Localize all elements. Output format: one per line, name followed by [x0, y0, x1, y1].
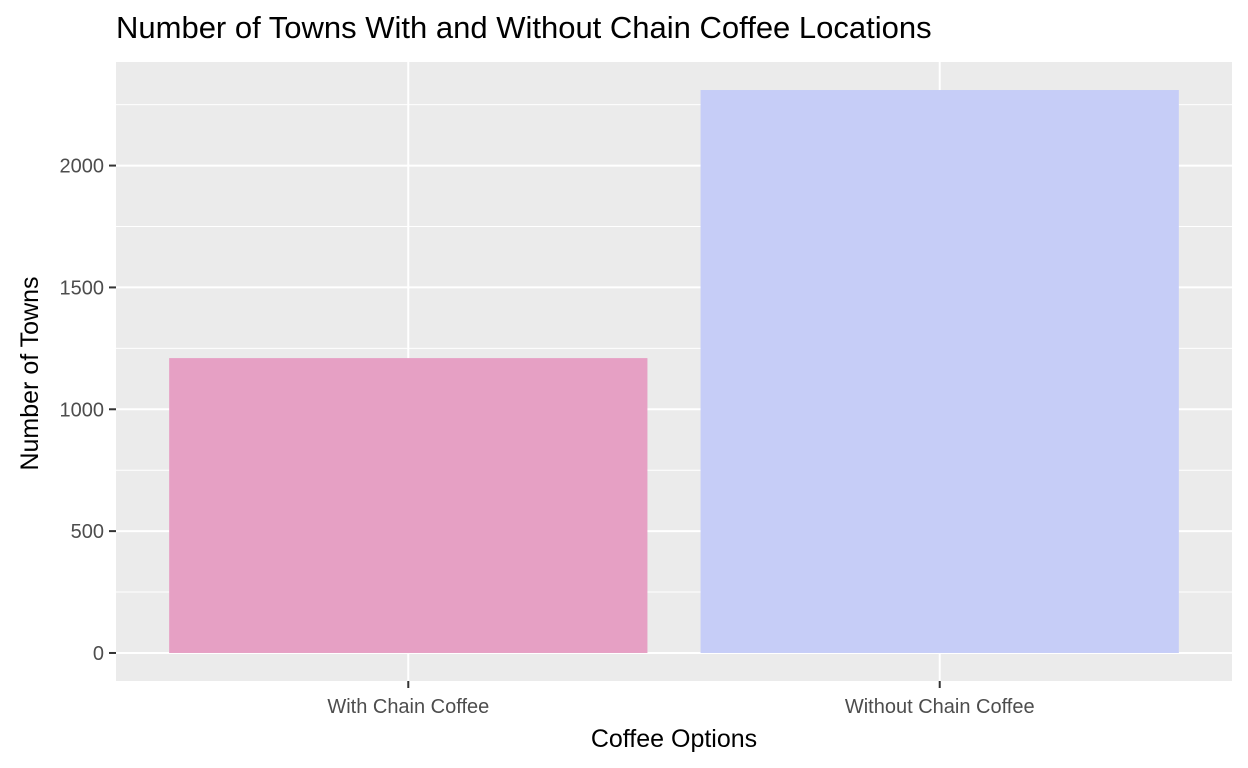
y-tick-label: 2000 — [60, 156, 105, 178]
y-axis-title: Number of Towns — [16, 276, 44, 470]
bars — [169, 90, 1179, 653]
y-tick-label: 1000 — [60, 399, 105, 421]
x-tick-label: With Chain Coffee — [327, 696, 489, 718]
y-tick-label: 500 — [71, 521, 104, 543]
chart-title: Number of Towns With and Without Chain C… — [116, 10, 932, 45]
bar-1 — [169, 358, 648, 653]
x-axis-title: Coffee Options — [591, 725, 757, 753]
x-tick-label: Without Chain Coffee — [845, 696, 1035, 718]
y-axis: 0 500 1000 1500 2000 — [60, 156, 116, 665]
x-axis: With Chain Coffee Without Chain Coffee — [327, 681, 1035, 718]
y-tick-label: 1500 — [60, 277, 105, 299]
y-tick-label: 0 — [93, 643, 104, 665]
bar-2 — [700, 90, 1179, 653]
